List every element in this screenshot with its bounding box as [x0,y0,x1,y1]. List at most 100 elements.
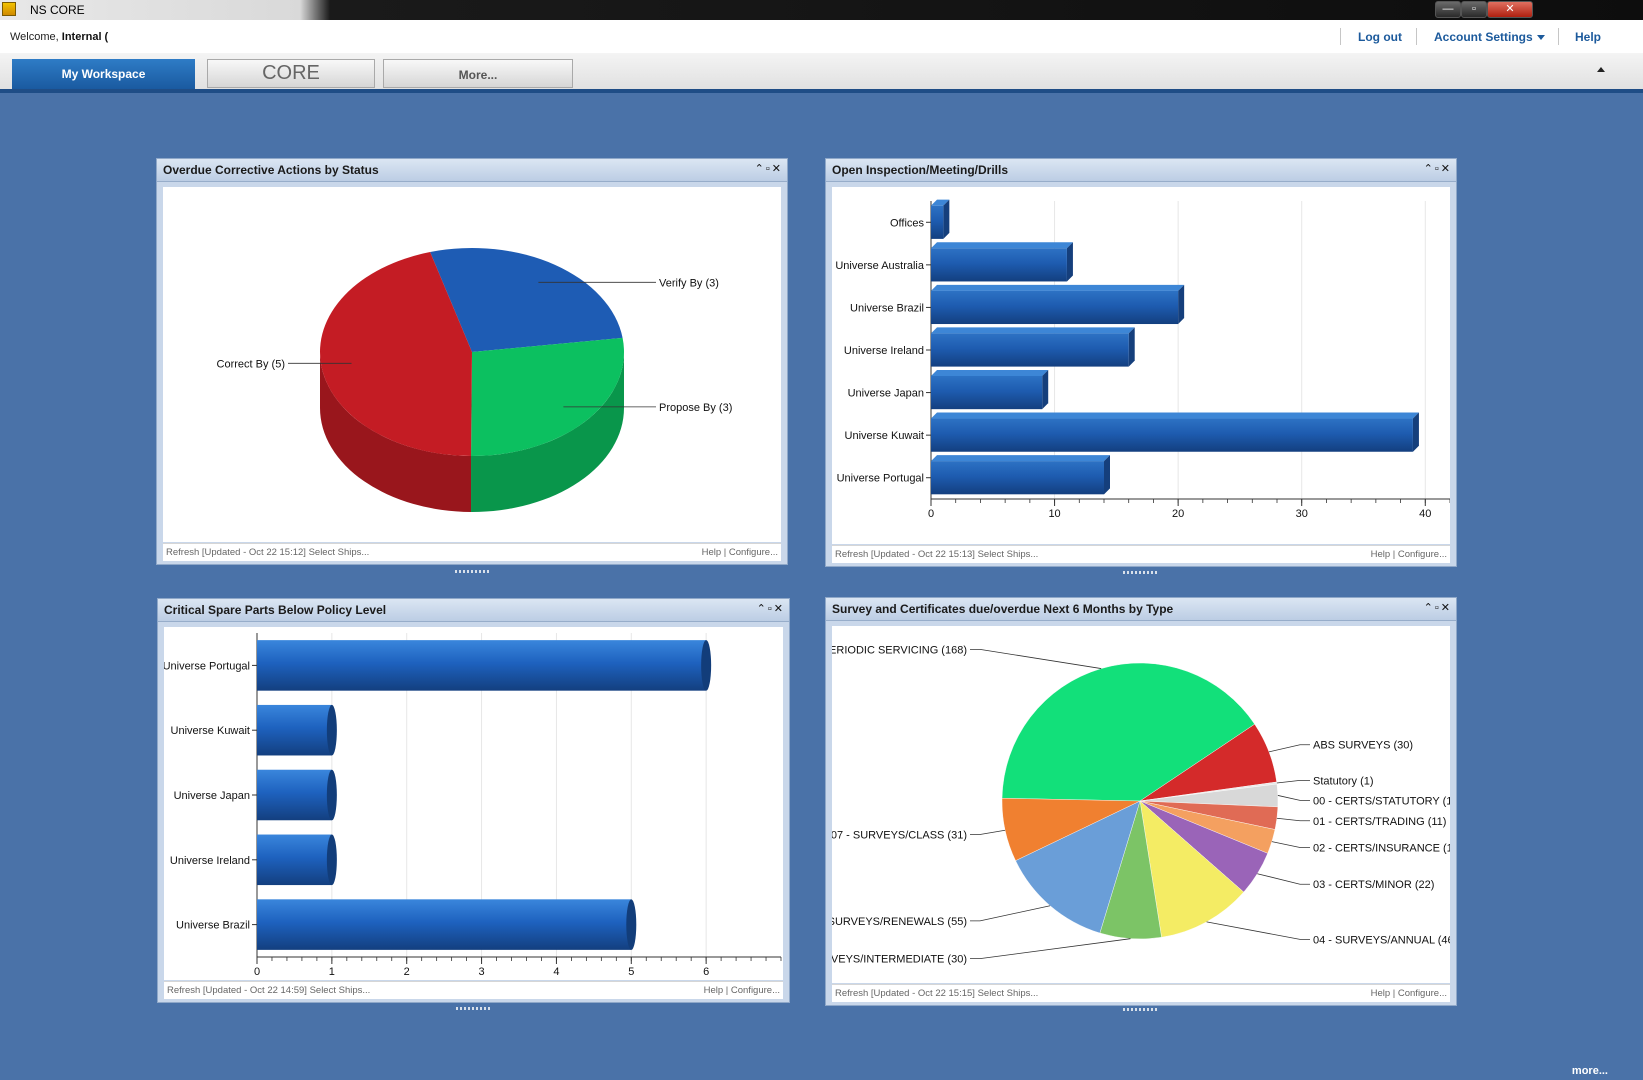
collapse-up-icon[interactable] [1597,67,1605,72]
portlet-header[interactable]: Critical Spare Parts Below Policy Level … [158,599,789,622]
x-tick-label: 6 [703,966,709,978]
account-settings-label: Account Settings [1434,30,1533,44]
tab-my-workspace[interactable]: My Workspace [12,59,195,89]
tab-more[interactable]: More... [383,59,573,88]
y-tick-label: Universe Portugal [164,660,250,672]
header-divider [1558,28,1559,45]
help-configure-link[interactable]: Help | Configure... [1370,549,1447,560]
x-tick-label: 0 [254,966,260,978]
resize-grip[interactable] [456,1007,490,1010]
pie-slice [320,252,472,456]
pie-slice-side [471,352,624,512]
pie-label: Correct By (5) [217,358,285,370]
bar-end-cap [326,834,337,886]
more-link[interactable]: more... [1571,1065,1608,1077]
y-tick-label: Universe Ireland [170,855,250,867]
bar-top-face [931,412,1419,419]
y-tick-label: Universe Kuwait [845,430,924,442]
x-tick-label: 4 [553,966,559,978]
bar-end-cap [326,704,337,756]
bar [931,333,1129,367]
bar-end-cap [626,899,637,950]
y-tick-label: Offices [890,217,925,229]
resize-grip[interactable] [1123,571,1157,574]
portlet-controls[interactable]: ⌃▫✕ [754,163,783,175]
bar-chart-spare-parts: 0 1 2 3 4 5 6 Universe Portugal Universe Kuwait U… [163,633,782,978]
x-tick-label: 20 [1172,508,1184,520]
portlet-title: Overdue Corrective Actions by Status [163,163,379,177]
pie-label-leader [1206,921,1310,940]
pie-label: 00 - CERTS/STATUTORY (11) [1313,795,1450,807]
x-tick-label: 40 [1419,508,1431,520]
y-tick-label: Universe Japan [848,388,924,400]
portlet-critical-spare-parts: Critical Spare Parts Below Policy Level … [157,598,790,1003]
x-tick-label: 30 [1296,508,1308,520]
chart-area: Verify By (3) Propose By (3) Correct By (5… [163,187,781,542]
welcome-prefix: Welcome, [10,31,59,43]
refresh-select-ships-link[interactable]: Refresh [Updated - Oct 22 14:59] Select … [167,985,371,996]
bar-chart-open-inspection: 0 10 20 30 40 Offices Universe Australia Univer… [835,199,1451,520]
bar [257,640,707,691]
workspace-tab-strip: My Workspace CORE More... [0,53,1643,93]
bar-top-face [931,242,1073,249]
bar [257,769,332,821]
tab-core[interactable]: CORE [207,59,375,88]
bar [931,461,1104,495]
resize-grip[interactable] [1123,1008,1157,1011]
x-tick-label: 2 [404,966,410,978]
bar [257,704,332,756]
help-configure-link[interactable]: Help | Configure... [701,547,778,558]
account-settings-menu[interactable]: Account Settings [1434,30,1545,44]
x-tick-label: 5 [628,966,634,978]
resize-grip[interactable] [455,570,489,573]
portlet-header[interactable]: Survey and Certificates due/overdue Next… [826,598,1456,621]
pie-label-leader [970,938,1131,960]
portlet-footer: Refresh [Updated - Oct 22 14:59] Select … [164,981,783,999]
pie-label: 09 - PERIODIC SERVICING (168) [832,644,967,656]
y-tick-label: Universe Brazil [850,302,924,314]
pie-label-leader [970,648,1102,669]
pie-label: 03 - CERTS/MINOR (22) [1313,879,1434,891]
pie-label: 06 - SURVEYS/RENEWALS (55) [832,916,967,928]
bar-top-face [931,199,950,206]
window-titlebar: NS CORE — ▫ ✕ [0,0,1643,20]
pie-slice [430,248,623,352]
bar [257,834,332,886]
portlet-title: Open Inspection/Meeting/Drills [832,163,1009,177]
portlet-controls[interactable]: ⌃▫✕ [756,603,785,615]
help-link[interactable]: Help [1575,30,1602,44]
help-configure-link[interactable]: Help | Configure... [1370,988,1447,999]
refresh-select-ships-link[interactable]: Refresh [Updated - Oct 22 15:12] Select … [166,547,370,558]
refresh-select-ships-link[interactable]: Refresh [Updated - Oct 22 15:13] Select … [835,549,1039,560]
pie-label: 04 - SURVEYS/ANNUAL (46) [1313,934,1450,946]
y-tick-label: Universe Brazil [176,920,250,932]
maximize-button[interactable]: ▫ [1461,1,1487,18]
window-title: NS CORE [30,3,85,17]
app-header: Welcome, Internal ( Log out Account Sett… [0,20,1643,54]
logout-link[interactable]: Log out [1358,30,1402,44]
pie-label: 01 - CERTS/TRADING (11) [1313,816,1446,828]
portlet-footer: Refresh [Updated - Oct 22 15:12] Select … [163,543,781,561]
bar [931,248,1067,282]
portlet-header[interactable]: Open Inspection/Meeting/Drills ⌃▫✕ [826,159,1456,182]
refresh-select-ships-link[interactable]: Refresh [Updated - Oct 22 15:15] Select … [835,988,1039,999]
bar-side-face [1178,284,1185,325]
welcome-user: Internal ( [61,31,109,43]
pie-label: 07 - SURVEYS/CLASS (31) [832,829,967,841]
x-tick-label: 3 [479,966,485,978]
chart-area: 0 10 20 30 40 Offices Universe Australia Univer… [832,187,1451,544]
portlet-controls[interactable]: ⌃▫✕ [1423,602,1452,614]
portlet-footer: Refresh [Updated - Oct 22 15:13] Select … [832,545,1450,563]
close-window-button[interactable]: ✕ [1487,1,1533,18]
portlet-title: Critical Spare Parts Below Policy Level [164,603,387,617]
pie-label-leader [970,905,1051,922]
bar [257,899,632,950]
portlet-header[interactable]: Overdue Corrective Actions by Status ⌃▫✕ [157,159,787,182]
pie-label: Statutory (1) [1313,775,1374,787]
portlet-open-inspection: Open Inspection/Meeting/Drills ⌃▫✕ 0 10 20… [825,158,1457,567]
help-configure-link[interactable]: Help | Configure... [703,985,780,996]
pie-label-leader [1268,744,1310,753]
bar [931,290,1179,325]
portlet-controls[interactable]: ⌃▫✕ [1423,163,1452,175]
minimize-button[interactable]: — [1435,1,1461,18]
